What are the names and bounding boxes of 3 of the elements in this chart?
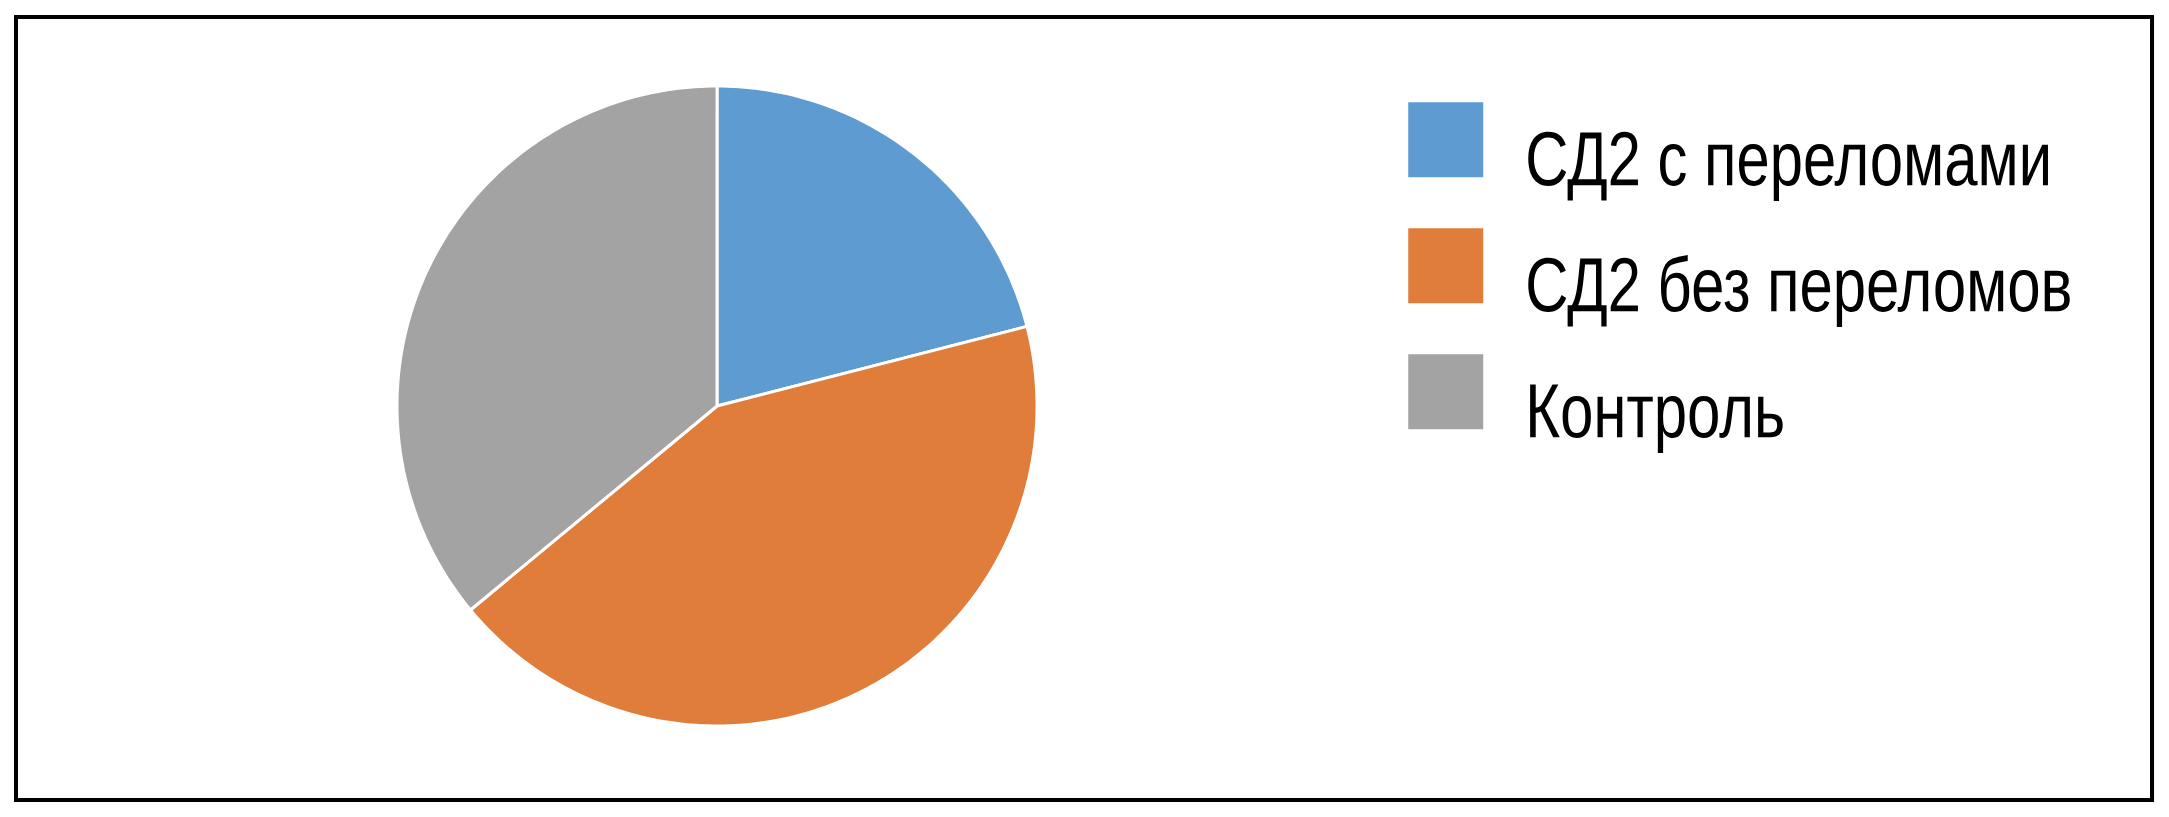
legend-label: СД2 с переломами <box>1528 131 2048 202</box>
legend-label: Контроль <box>1530 384 1783 454</box>
legend-label: СД2 без переломов <box>1528 254 2070 328</box>
